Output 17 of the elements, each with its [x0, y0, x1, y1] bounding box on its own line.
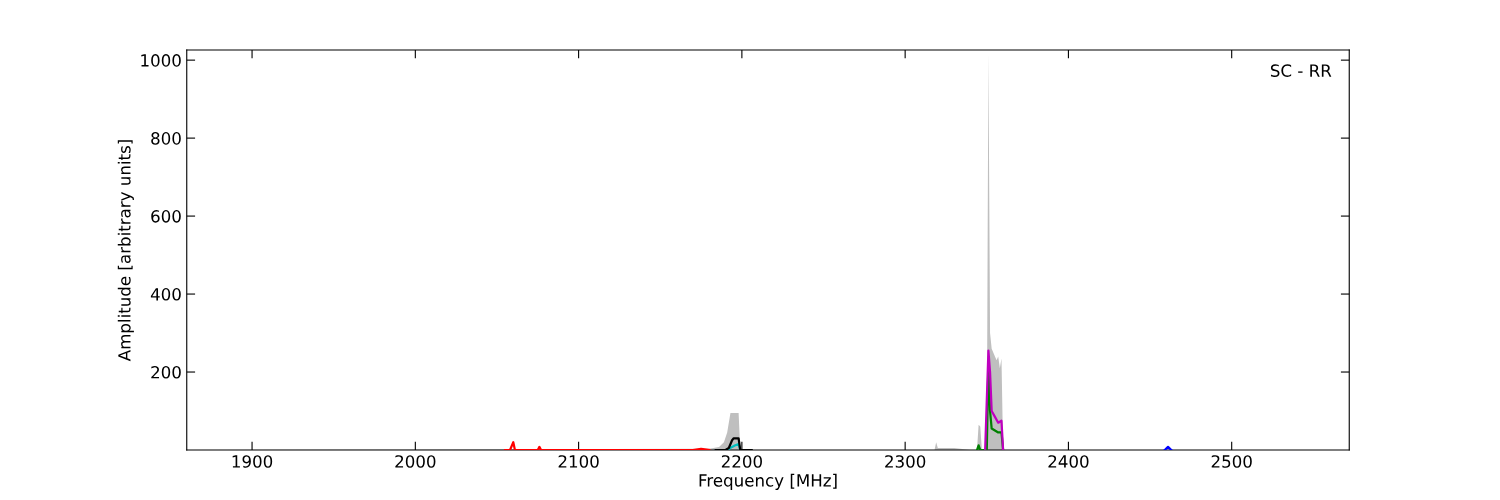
x-tick-label: 2000 — [395, 455, 436, 468]
annotation: SC - RR — [1270, 64, 1332, 77]
y-tick-label: 800 — [151, 132, 181, 145]
line-series — [504, 441, 711, 450]
x-tick-label: 1900 — [232, 455, 273, 468]
line-series — [984, 349, 1005, 450]
x-tick-label: 2400 — [1048, 455, 1089, 468]
x-axis-title: Frequency [MHz] — [699, 473, 837, 490]
y-tick-label: 200 — [151, 365, 181, 379]
y-tick-label: 400 — [150, 288, 181, 301]
y-tick-label: 600 — [151, 210, 181, 223]
x-tick-label: 2500 — [1211, 455, 1252, 468]
x-tick-label: 2300 — [885, 455, 926, 468]
y-axis-title: Amplitude [arbitrary units] — [117, 140, 134, 362]
x-tick-label: 2100 — [558, 455, 599, 468]
y-tick-label: 1000 — [141, 54, 181, 67]
x-tick-label: 2200 — [721, 455, 762, 468]
